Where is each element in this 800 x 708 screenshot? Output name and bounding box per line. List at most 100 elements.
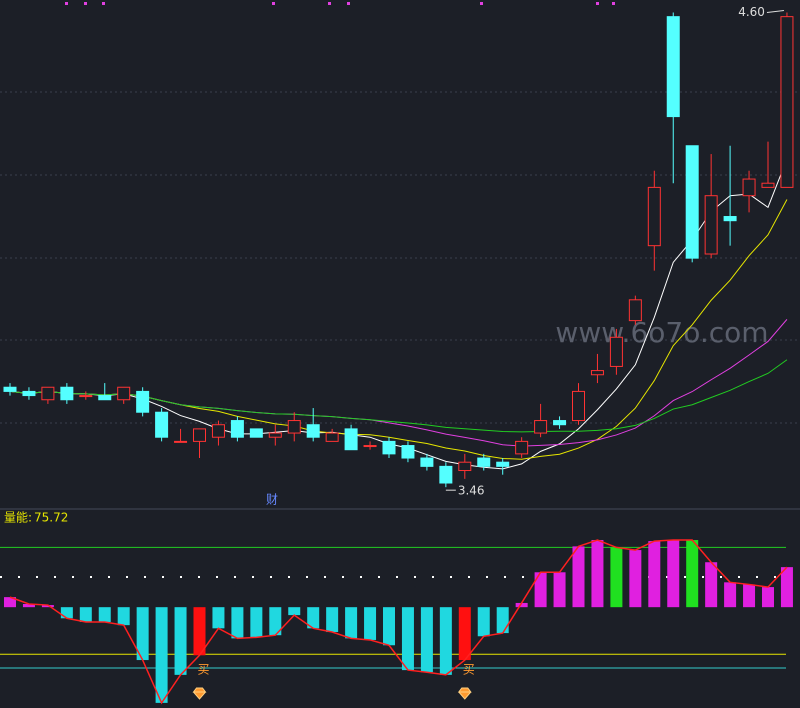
candle-body bbox=[723, 216, 737, 222]
indicator-bar bbox=[326, 607, 339, 633]
indicator-bar bbox=[250, 607, 263, 638]
candle-body bbox=[98, 395, 112, 401]
indicator-bar bbox=[648, 541, 661, 608]
candle-body bbox=[439, 465, 453, 484]
candle-body bbox=[496, 461, 510, 467]
candle-body bbox=[647, 186, 661, 247]
indicator-value: 75.72 bbox=[34, 511, 68, 525]
indicator-bar bbox=[496, 607, 509, 634]
candle-body bbox=[79, 395, 93, 398]
low-label: 3.46 bbox=[458, 484, 485, 498]
candle-body bbox=[742, 178, 756, 197]
candle-body bbox=[325, 432, 339, 442]
indicator-bar bbox=[515, 602, 528, 608]
high-arrow bbox=[766, 9, 785, 13]
candle-body bbox=[211, 424, 225, 438]
indicator-bar bbox=[780, 567, 793, 608]
candle-body bbox=[174, 440, 188, 443]
high-label: 4.60 bbox=[738, 5, 765, 19]
indicator-bar bbox=[269, 607, 282, 636]
candle-body bbox=[136, 390, 150, 413]
indicator-bar bbox=[288, 607, 301, 616]
indicator-bar bbox=[383, 607, 395, 646]
signal-label: 买 bbox=[463, 663, 475, 677]
candle-body bbox=[363, 445, 377, 448]
candle-body bbox=[117, 386, 131, 401]
candle-body bbox=[268, 432, 282, 438]
candle-body bbox=[155, 411, 169, 438]
candle-body bbox=[553, 420, 567, 426]
indicator-bar bbox=[212, 607, 225, 629]
signal-label: 买 bbox=[197, 663, 209, 677]
top-dots bbox=[65, 2, 615, 5]
indicator-bar bbox=[345, 607, 358, 639]
indicator-bar bbox=[98, 607, 111, 622]
candle-body bbox=[458, 461, 472, 472]
indicator-bar bbox=[364, 607, 377, 640]
indicator-bar bbox=[629, 550, 642, 608]
candle-body bbox=[780, 16, 794, 188]
indicator-bar bbox=[193, 607, 206, 656]
indicator-bar bbox=[136, 607, 149, 661]
indicator-bar bbox=[705, 562, 718, 608]
candle-body bbox=[287, 420, 301, 434]
indicator-bar bbox=[743, 584, 756, 608]
indicator-bar bbox=[60, 607, 73, 619]
signal-gem bbox=[457, 687, 472, 700]
indicator-bar bbox=[458, 607, 471, 661]
note: 财 bbox=[266, 493, 278, 507]
indicator-bar bbox=[534, 572, 547, 608]
indicator-name: 量能: bbox=[4, 511, 32, 525]
candle-body bbox=[382, 440, 396, 455]
candle-body bbox=[515, 440, 529, 455]
indicator-bar bbox=[401, 607, 414, 671]
indicator-bar bbox=[307, 607, 320, 629]
grid bbox=[0, 91, 800, 424]
indicator-bar bbox=[667, 540, 680, 608]
candle-body bbox=[685, 145, 699, 259]
candle-body bbox=[628, 299, 642, 322]
candle-body bbox=[761, 182, 775, 188]
candle-body bbox=[41, 386, 55, 401]
indicator-bar bbox=[686, 540, 699, 608]
indicator-bar bbox=[117, 607, 130, 626]
indicator-bar bbox=[762, 587, 774, 608]
indicator-bar bbox=[477, 607, 490, 637]
candle-body bbox=[22, 390, 36, 397]
candle-body bbox=[3, 386, 17, 392]
candle-body bbox=[590, 370, 604, 376]
candle-body bbox=[534, 420, 548, 434]
candle-body bbox=[666, 16, 680, 118]
indicator-bar bbox=[231, 607, 244, 639]
candle-body bbox=[306, 424, 320, 438]
candle-body bbox=[572, 390, 585, 422]
candle-body bbox=[193, 428, 206, 442]
watermark: www.6o7o.com bbox=[555, 316, 768, 349]
indicator-bar bbox=[553, 572, 566, 608]
indicator-bar bbox=[724, 582, 737, 608]
candle-body bbox=[60, 386, 74, 401]
indicator-bar bbox=[591, 540, 604, 608]
candle-body bbox=[230, 420, 244, 438]
indicator-line bbox=[9, 539, 788, 705]
candle-body bbox=[249, 428, 263, 438]
candle-body bbox=[420, 457, 434, 467]
candle-body bbox=[477, 457, 491, 467]
indicator-bar bbox=[41, 605, 54, 608]
indicator-bar bbox=[79, 607, 92, 622]
indicator-bar bbox=[4, 597, 16, 608]
indicator-bar bbox=[420, 607, 433, 673]
candle-body bbox=[704, 195, 718, 255]
indicator-bar bbox=[22, 604, 35, 608]
indicator-bar bbox=[174, 607, 187, 675]
signal-gem bbox=[192, 687, 207, 700]
indicator-bar bbox=[439, 607, 452, 675]
indicator-bar bbox=[572, 546, 585, 608]
candle-body bbox=[344, 428, 358, 451]
indicator-bar bbox=[610, 547, 623, 608]
indicator-bar bbox=[155, 607, 168, 703]
candle-body bbox=[609, 336, 623, 367]
candle-body bbox=[401, 445, 415, 459]
